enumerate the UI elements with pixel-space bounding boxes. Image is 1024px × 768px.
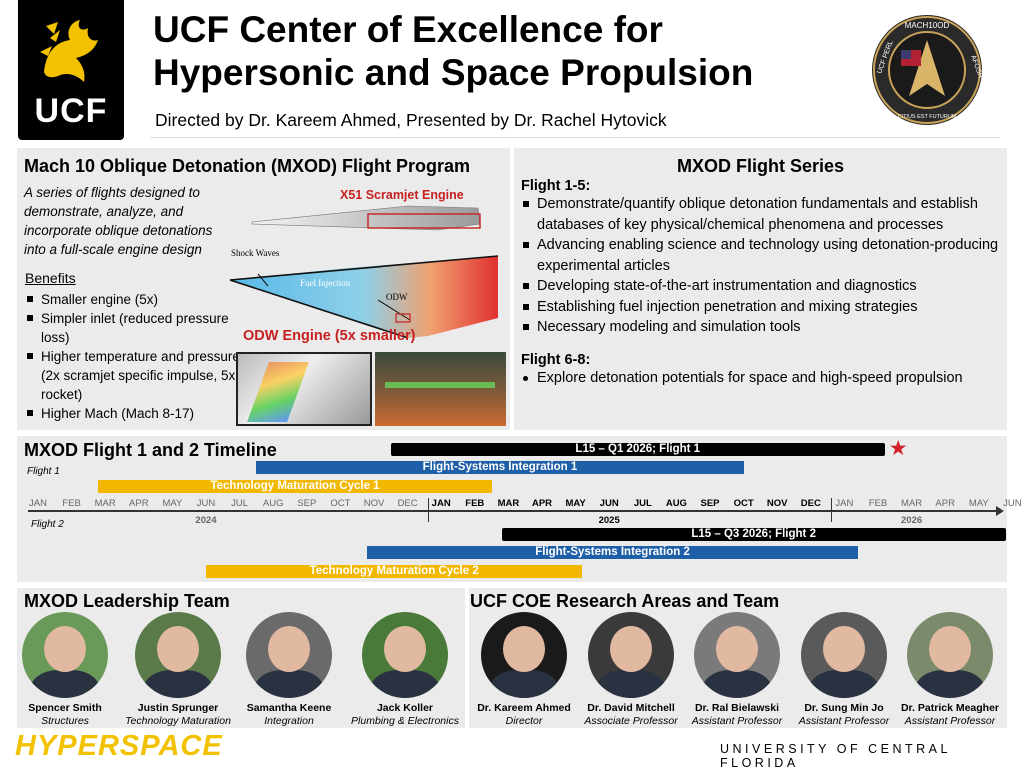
detonation-photo: [375, 352, 506, 426]
benefit-item: Higher temperature and pressure (2x scra…: [25, 347, 240, 404]
member-name: Dr. David Mitchell: [587, 702, 675, 714]
member-role: Associate Professor: [584, 715, 678, 727]
odw-engine-label: ODW Engine (5x smaller): [243, 328, 416, 344]
team-member: Jack Koller Plumbing & Electronics: [345, 612, 465, 728]
timeline-title: MXOD Flight 1 and 2 Timeline: [24, 440, 277, 460]
series-item: Advancing enabling science and technolog…: [521, 235, 1005, 276]
flight-1-5-list: Demonstrate/quantify oblique detonation …: [521, 194, 1005, 338]
benefits-heading: Benefits: [25, 270, 76, 286]
header-divider: [150, 137, 1000, 138]
benefits-list: Smaller engine (5x) Simpler inlet (reduc…: [25, 290, 240, 423]
flight-6-8-heading: Flight 6-8:: [521, 351, 591, 368]
member-role: Plumbing & Electronics: [351, 715, 459, 727]
member-name: Dr. Sung Min Jo: [804, 702, 884, 714]
member-name: Spencer Smith: [28, 702, 102, 714]
member-name: Dr. Kareem Ahmed: [477, 702, 571, 714]
team-member: Dr. David Mitchell Associate Professor: [571, 612, 691, 728]
series-panel: [514, 148, 1007, 430]
research-title: UCF COE Research Areas and Team: [470, 591, 780, 611]
badge-top-text: MACH10OD: [905, 21, 950, 30]
member-name: Jack Koller: [376, 702, 434, 714]
team-member: Justin Sprunger Technology Maturation: [118, 612, 238, 728]
member-role: Integration: [264, 715, 314, 727]
engine-figure: [229, 205, 499, 339]
series-item: Demonstrate/quantify oblique detonation …: [521, 194, 1005, 235]
avatar: [362, 612, 448, 698]
x51-label: X51 Scramjet Engine: [340, 188, 464, 202]
hyperspace-logo: HYPERSPACE: [15, 730, 223, 762]
program-title: Mach 10 Oblique Detonation (MXOD) Flight…: [24, 156, 471, 176]
series-content: Flight 1-5: Demonstrate/quantify oblique…: [521, 178, 1005, 388]
odw-label: ODW: [386, 292, 408, 302]
series-item: Establishing fuel injection penetration …: [521, 297, 1005, 318]
member-role: Director: [505, 715, 543, 727]
page-subtitle: Directed by Dr. Kareem Ahmed, Presented …: [155, 110, 667, 130]
avatar: [246, 612, 332, 698]
member-name: Dr. Patrick Meagher: [900, 702, 1000, 714]
pegasus-icon: [40, 20, 98, 82]
flight1-label: Flight 1: [27, 466, 60, 477]
badge-bottom-text: CITIUS EST FUTURUM: [898, 114, 957, 120]
series-item: Developing state-of-the-art instrumentat…: [521, 276, 1005, 297]
shock-waves-label: Shock Waves: [231, 248, 280, 258]
team-member: Dr. Kareem Ahmed Director: [464, 612, 584, 728]
team-member: Spencer Smith Structures: [5, 612, 125, 728]
page-title: UCF Center of Excellence for Hypersonic …: [153, 9, 754, 93]
series-title: MXOD Flight Series: [676, 156, 845, 176]
flight-6-8-list: Explore detonation potentials for space …: [521, 368, 1005, 389]
member-role: Assistant Professor: [691, 715, 783, 727]
avatar: [694, 612, 780, 698]
team-member: Dr. Patrick Meagher Assistant Professor: [890, 612, 1010, 728]
avatar: [22, 612, 108, 698]
member-role: Assistant Professor: [798, 715, 890, 727]
benefit-item: Higher Mach (Mach 8-17): [25, 404, 240, 423]
leadership-title: MXOD Leadership Team: [24, 591, 230, 611]
fuel-injection-label: Fuel Injection: [300, 278, 351, 288]
flight2-label: Flight 2: [31, 519, 64, 530]
avatar: [481, 612, 567, 698]
member-name: Samantha Keene: [246, 702, 332, 714]
avatar: [135, 612, 221, 698]
team-member: Dr. Ral Bielawski Assistant Professor: [677, 612, 797, 728]
flight-1-5-heading: Flight 1-5:: [521, 178, 591, 194]
member-role: Assistant Professor: [904, 715, 996, 727]
benefit-item: Smaller engine (5x): [25, 290, 240, 309]
schlieren-photo: [236, 352, 372, 426]
avatar: [588, 612, 674, 698]
member-name: Dr. Ral Bielawski: [694, 702, 780, 714]
ucf-logo: UCF: [18, 0, 124, 140]
logo-text: UCF: [34, 92, 108, 130]
team-member: Dr. Sung Min Jo Assistant Professor: [784, 612, 904, 728]
avatar: [801, 612, 887, 698]
member-name: Justin Sprunger: [137, 702, 219, 714]
university-name: UNIVERSITY OF CENTRAL FLORIDA: [720, 742, 951, 768]
avatar: [907, 612, 993, 698]
member-role: Structures: [41, 715, 89, 727]
member-role: Technology Maturation: [125, 715, 231, 727]
program-blurb: A series of flights designed to demonstr…: [24, 185, 213, 257]
series-item: Explore detonation potentials for space …: [521, 368, 1005, 389]
team-member: Samantha Keene Integration: [229, 612, 349, 728]
mach10od-badge: MACH10OD UCF PERL AFOSR CITIUS EST FUTUR…: [872, 15, 983, 125]
benefit-item: Simpler inlet (reduced pressure loss): [25, 309, 240, 347]
series-item: Necessary modeling and simulation tools: [521, 317, 1005, 338]
